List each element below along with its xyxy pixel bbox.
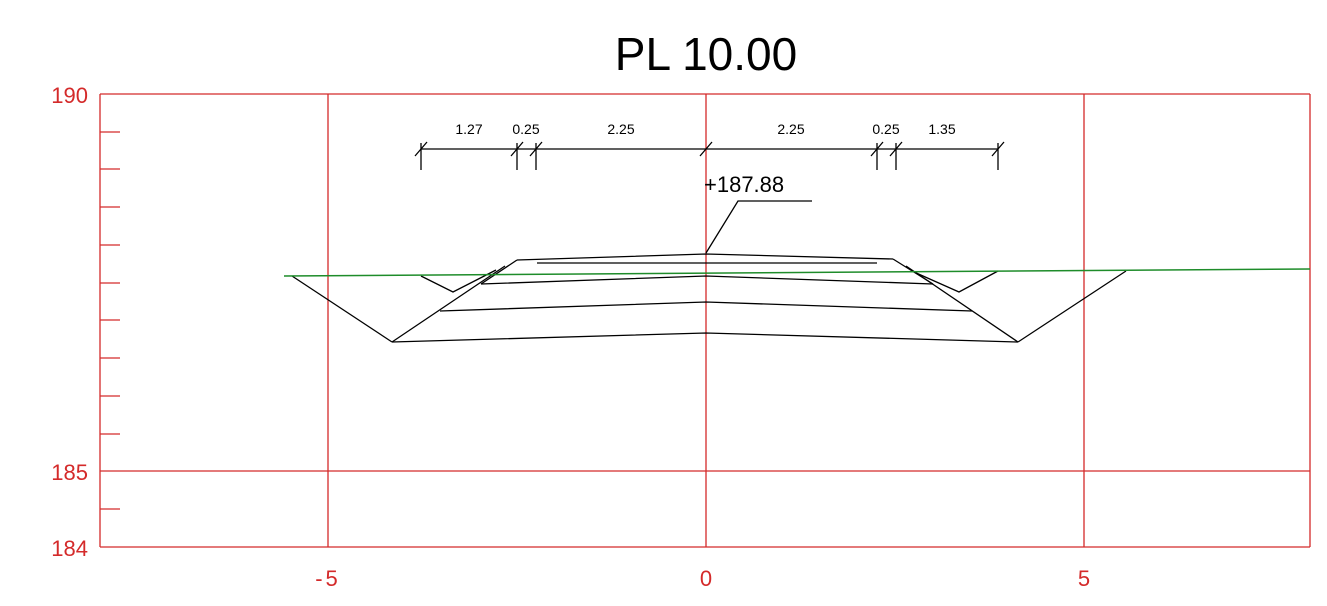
- elevation-label: +187.88: [704, 172, 784, 197]
- dim-label-4: 2.25: [777, 121, 804, 137]
- layer-1: [480, 275, 934, 285]
- dim-label-5: 0.25: [872, 121, 899, 137]
- left-cut-slope: [291, 275, 393, 343]
- dim-label-6: 1.35: [928, 121, 955, 137]
- road-section: [291, 253, 1127, 343]
- y-label-185: 185: [51, 460, 88, 485]
- dim-label-1: 1.27: [455, 121, 482, 137]
- x-label-minus5: -5: [315, 566, 341, 591]
- grid: [99, 93, 1311, 548]
- dim-label-3: 2.25: [607, 121, 634, 137]
- dimension-line: [414, 141, 1005, 170]
- y-axis-ticks: [100, 131, 120, 510]
- right-ditch: [913, 270, 999, 293]
- left-ditch: [420, 269, 497, 293]
- y-label-190: 190: [51, 83, 88, 108]
- section-title: PL 10.00: [615, 28, 797, 80]
- x-label-5: 5: [1078, 566, 1090, 591]
- elevation-leader: [705, 200, 812, 254]
- pavement-top: [516, 253, 894, 261]
- right-cut-slope: [1017, 270, 1127, 343]
- dim-label-2: 0.25: [512, 121, 539, 137]
- y-label-184: 184: [51, 536, 88, 561]
- layer-3: [391, 332, 1019, 343]
- x-label-0: 0: [700, 566, 712, 591]
- terrain-line: [283, 268, 1311, 277]
- layer-2: [439, 301, 973, 312]
